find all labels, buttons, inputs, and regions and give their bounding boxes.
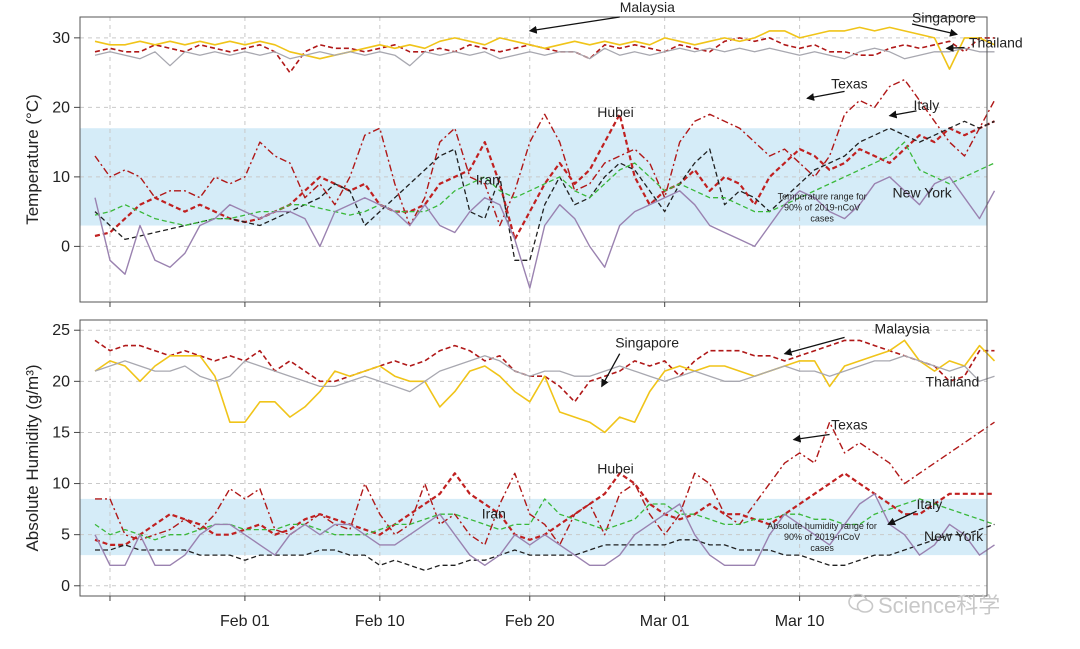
series-italy bbox=[95, 523, 995, 572]
y-tick-label: 10 bbox=[52, 169, 70, 186]
wechat-icon bbox=[848, 593, 874, 615]
x-tick-label: Mar 10 bbox=[775, 613, 825, 630]
series-singapore bbox=[94, 339, 996, 434]
label-arrow bbox=[806, 90, 845, 101]
series-thailand bbox=[94, 47, 995, 67]
series-new-york bbox=[94, 176, 996, 289]
y-tick-label: 0 bbox=[61, 238, 70, 255]
x-tick-label: Feb 20 bbox=[505, 613, 555, 630]
band-note-line: Absolute humidity range for bbox=[767, 521, 877, 531]
band-note-line: cases bbox=[810, 214, 834, 224]
series-singapore bbox=[94, 26, 995, 70]
x-tick-label: Feb 01 bbox=[220, 613, 270, 630]
label-arrow bbox=[945, 44, 965, 53]
series-label-singapore: Singapore bbox=[912, 10, 976, 26]
series-label-texas: Texas bbox=[831, 76, 868, 92]
series-label-thailand: Thailand bbox=[926, 373, 980, 389]
series-thailand bbox=[94, 355, 995, 393]
watermark-text: Science科学 bbox=[878, 593, 1001, 618]
series-italy bbox=[94, 120, 995, 261]
y-axis-title: Temperature (°C) bbox=[23, 94, 42, 225]
label-arrow bbox=[911, 23, 958, 37]
y-tick-label: 25 bbox=[52, 322, 70, 339]
series-label-iran: Iran bbox=[482, 505, 506, 521]
label-arrow bbox=[888, 110, 917, 119]
x-tick-label: Mar 01 bbox=[640, 613, 690, 630]
plot-frame bbox=[79, 319, 988, 597]
series-iran bbox=[94, 141, 995, 227]
band-note-line: cases bbox=[810, 543, 834, 553]
series-label-italy: Italy bbox=[917, 496, 943, 512]
y-axis-title: Absolute Humidity (g/m³) bbox=[23, 364, 42, 551]
y-tick-label: 10 bbox=[52, 476, 70, 493]
plot-frame bbox=[79, 16, 988, 303]
y-tick-label: 0 bbox=[61, 578, 70, 595]
series-label-new-york: New York bbox=[893, 185, 953, 201]
band-rect bbox=[80, 498, 987, 556]
series-texas bbox=[94, 78, 996, 227]
band-note-line: Temperature range for bbox=[778, 192, 867, 202]
series-label-hubei: Hubei bbox=[597, 104, 634, 120]
series-label-malaysia: Malaysia bbox=[875, 320, 930, 336]
watermark: Science科学 bbox=[848, 588, 1000, 620]
y-tick-label: 20 bbox=[52, 99, 70, 116]
series-malaysia bbox=[94, 37, 995, 74]
band-note-line: 90% of 2019-nCoV bbox=[784, 532, 860, 542]
label-arrow bbox=[792, 433, 830, 443]
y-tick-label: 15 bbox=[52, 424, 70, 441]
series-texas bbox=[95, 421, 995, 546]
series-label-italy: Italy bbox=[914, 97, 940, 113]
y-tick-label: 20 bbox=[52, 373, 70, 390]
label-arrow bbox=[783, 336, 845, 356]
panel-0: 0 10 20 30 Temperature (°C) Temperature range… bbox=[23, 0, 1023, 307]
series-label-malaysia: Malaysia bbox=[620, 0, 675, 15]
series-label-new-york: New York bbox=[924, 528, 984, 544]
panel-1: 0 5 10 15 20 25 Absolute Humidity (g/m³) Absolu… bbox=[23, 319, 996, 601]
series-label-texas: Texas bbox=[831, 416, 868, 432]
series-label-thailand: Thailand bbox=[969, 35, 1023, 51]
y-tick-label: 5 bbox=[61, 527, 70, 544]
label-arrow bbox=[528, 16, 620, 34]
series-label-singapore: Singapore bbox=[615, 335, 679, 351]
label-arrow bbox=[601, 353, 621, 388]
series-malaysia bbox=[94, 339, 995, 403]
x-tick-label: Feb 10 bbox=[355, 613, 405, 630]
series-label-hubei: Hubei bbox=[597, 460, 634, 476]
series-new-york bbox=[94, 493, 995, 566]
label-arrow bbox=[887, 510, 917, 526]
y-tick-label: 30 bbox=[52, 30, 70, 47]
band-note-line: 90% of 2019-nCoV bbox=[784, 203, 860, 213]
series-label-iran: Iran bbox=[476, 172, 500, 188]
